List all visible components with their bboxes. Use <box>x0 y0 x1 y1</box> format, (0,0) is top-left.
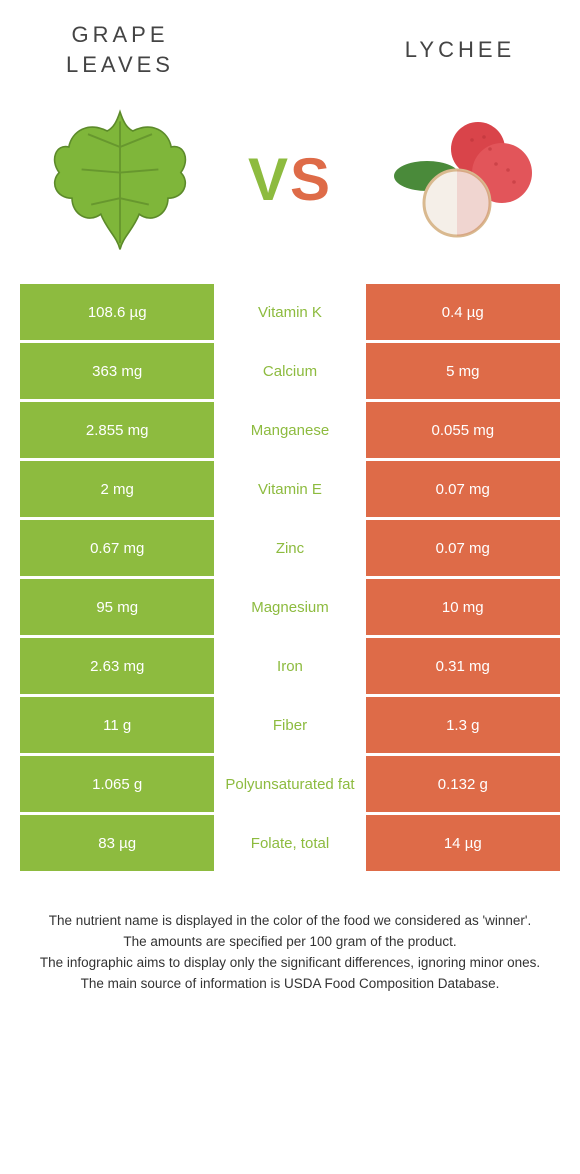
footnote-line: The nutrient name is displayed in the co… <box>30 911 550 932</box>
lychee-icon <box>370 99 550 259</box>
table-row: 2.855 mgManganese0.055 mg <box>20 402 560 458</box>
footnote-line: The infographic aims to display only the… <box>30 953 550 974</box>
left-value: 2 mg <box>20 461 214 517</box>
table-row: 0.67 mgZinc0.07 mg <box>20 520 560 576</box>
infographic-container: Grape leaves Lychee VS <box>0 0 580 1025</box>
vs-label: VS <box>248 145 332 214</box>
left-value: 11 g <box>20 697 214 753</box>
right-value: 0.31 mg <box>366 638 560 694</box>
left-value: 95 mg <box>20 579 214 635</box>
table-row: 83 µgFolate, total14 µg <box>20 815 560 871</box>
footnote-line: The amounts are specified per 100 gram o… <box>30 932 550 953</box>
nutrient-label: Vitamin E <box>214 461 365 517</box>
left-value: 2.855 mg <box>20 402 214 458</box>
table-row: 2 mgVitamin E0.07 mg <box>20 461 560 517</box>
nutrient-label: Vitamin K <box>214 284 365 340</box>
right-value: 14 µg <box>366 815 560 871</box>
right-value: 1.3 g <box>366 697 560 753</box>
left-value: 83 µg <box>20 815 214 871</box>
right-value: 10 mg <box>366 579 560 635</box>
nutrient-label: Manganese <box>214 402 365 458</box>
footnotes: The nutrient name is displayed in the co… <box>20 911 560 995</box>
nutrient-label: Polyunsaturated fat <box>214 756 365 812</box>
nutrient-table: 108.6 µgVitamin K0.4 µg363 mgCalcium5 mg… <box>20 284 560 871</box>
right-value: 0.055 mg <box>366 402 560 458</box>
vs-s: S <box>290 146 332 213</box>
table-row: 363 mgCalcium5 mg <box>20 343 560 399</box>
left-value: 363 mg <box>20 343 214 399</box>
left-food-title: Grape leaves <box>30 20 210 79</box>
footnote-line: The main source of information is USDA F… <box>30 974 550 995</box>
header: Grape leaves Lychee <box>20 20 560 79</box>
right-value: 0.07 mg <box>366 461 560 517</box>
nutrient-label: Zinc <box>214 520 365 576</box>
left-value: 1.065 g <box>20 756 214 812</box>
table-row: 2.63 mgIron0.31 mg <box>20 638 560 694</box>
nutrient-label: Magnesium <box>214 579 365 635</box>
table-row: 108.6 µgVitamin K0.4 µg <box>20 284 560 340</box>
nutrient-label: Iron <box>214 638 365 694</box>
vs-v: V <box>248 146 290 213</box>
right-value: 0.4 µg <box>366 284 560 340</box>
nutrient-label: Folate, total <box>214 815 365 871</box>
table-row: 1.065 gPolyunsaturated fat0.132 g <box>20 756 560 812</box>
grape-leaf-icon <box>30 99 210 259</box>
right-value: 0.07 mg <box>366 520 560 576</box>
table-row: 95 mgMagnesium10 mg <box>20 579 560 635</box>
left-value: 2.63 mg <box>20 638 214 694</box>
right-value: 5 mg <box>366 343 560 399</box>
nutrient-label: Calcium <box>214 343 365 399</box>
right-food-title: Lychee <box>370 35 550 65</box>
right-value: 0.132 g <box>366 756 560 812</box>
hero-row: VS <box>20 99 560 259</box>
table-row: 11 gFiber1.3 g <box>20 697 560 753</box>
left-value: 0.67 mg <box>20 520 214 576</box>
left-value: 108.6 µg <box>20 284 214 340</box>
nutrient-label: Fiber <box>214 697 365 753</box>
